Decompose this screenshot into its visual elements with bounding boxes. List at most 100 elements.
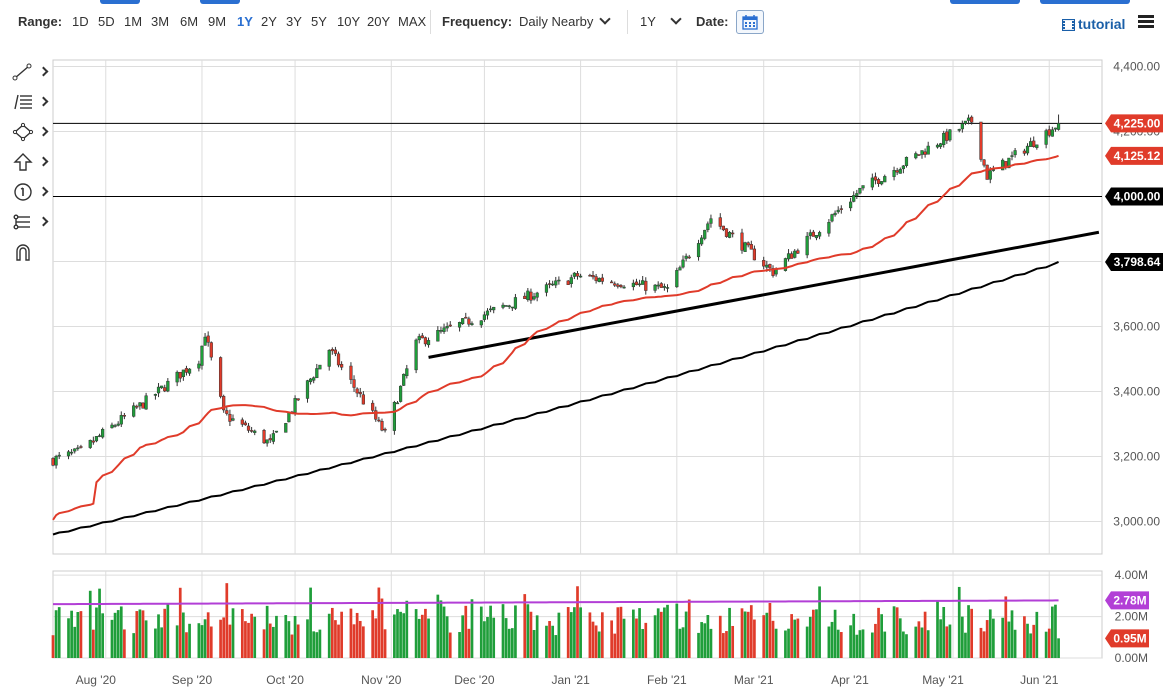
volume-bar (417, 618, 421, 658)
range-3m[interactable]: 3M (151, 14, 170, 29)
volume-tick-label: 0.00M (1115, 651, 1148, 665)
period-value: 1Y (640, 14, 656, 29)
volume-bar (939, 619, 942, 658)
candle (634, 278, 639, 286)
candle (566, 280, 570, 285)
x-axis: Aug '20 Sep '20 Oct '20 Nov '20 Dec '20 Jan '… (76, 673, 1059, 687)
volume-bar (374, 618, 378, 658)
volume-bar (514, 605, 517, 658)
candle (1050, 126, 1054, 137)
range-label: Range: (18, 14, 63, 29)
volume-bar (849, 625, 852, 658)
magnet-tool-button[interactable] (8, 240, 52, 264)
volume-bar (1023, 616, 1026, 658)
volume-bar (439, 600, 443, 658)
line-tool-button[interactable] (8, 60, 52, 84)
x-tick-label: Sep '20 (172, 673, 213, 687)
candle (417, 333, 421, 344)
date-picker-button[interactable] (736, 10, 764, 34)
volume-bar (479, 606, 483, 658)
range-9m[interactable]: 9M (208, 14, 227, 29)
candle (830, 213, 834, 223)
chart-area[interactable]: 4,400.004,200.004,000.003,800.003,600.00… (0, 44, 1170, 700)
range-1y[interactable]: 1Y (237, 14, 253, 29)
range-5y[interactable]: 5Y (311, 14, 327, 29)
candle (327, 349, 331, 371)
range-10y[interactable]: 10Y (337, 14, 361, 29)
frequency-label: Frequency: (442, 14, 513, 29)
volume-bar (619, 606, 623, 658)
volume-bar (638, 608, 641, 658)
fibonacci-tool-button[interactable] (8, 90, 52, 114)
candle (970, 115, 974, 125)
tutorial-link[interactable]: tutorial (1061, 16, 1125, 32)
volume-bar (262, 629, 266, 658)
range-6m[interactable]: 6M (180, 14, 199, 29)
range-5d[interactable]: 5D (98, 14, 115, 29)
volume-bar (272, 626, 275, 658)
candle (817, 230, 822, 240)
volume-bar (535, 615, 539, 658)
range-1m[interactable]: 1M (124, 14, 143, 29)
candle (383, 427, 387, 433)
volume-bar (579, 607, 582, 658)
y-tick-label: 3,200.00 (1113, 450, 1160, 464)
candle (101, 427, 105, 439)
candle (51, 457, 55, 467)
candle (678, 265, 682, 271)
candle (250, 426, 254, 433)
volume-bar (892, 606, 896, 658)
x-tick-label: Oct '20 (266, 673, 304, 687)
volume-bar (600, 612, 604, 658)
volume-bar (895, 607, 899, 658)
shape-tool-button[interactable] (8, 120, 52, 144)
candle (312, 376, 316, 384)
volume-bar (557, 612, 561, 658)
volume-bar (327, 613, 331, 658)
candle (240, 417, 244, 427)
volume-bar (73, 626, 77, 658)
volume-bar (135, 611, 139, 658)
calendar-icon (742, 15, 758, 30)
range-20y[interactable]: 20Y (367, 14, 391, 29)
volume-bar (510, 628, 514, 658)
support-trendline[interactable] (428, 230, 1100, 359)
candle (305, 379, 310, 403)
volume-bar (569, 612, 573, 658)
range-1d[interactable]: 1D (72, 14, 89, 29)
hamburger-menu-icon[interactable] (1138, 15, 1154, 29)
volume-bar (746, 611, 750, 658)
volume-bar (960, 616, 964, 658)
candle (461, 318, 465, 325)
range-2y[interactable]: 2Y (261, 14, 277, 29)
volume-bar (200, 625, 204, 658)
candle (659, 282, 663, 288)
frequency-select[interactable]: Daily Nearby (519, 13, 612, 29)
candles (51, 114, 1061, 469)
arrow-tool-button[interactable] (8, 150, 52, 174)
range-3y[interactable]: 3Y (286, 14, 302, 29)
candle (352, 375, 356, 392)
pattern-tool-button[interactable] (8, 210, 52, 234)
volume-bar (663, 607, 666, 658)
candle (442, 323, 446, 334)
tab-strip-left (100, 0, 140, 4)
candle (153, 393, 158, 400)
volume-bar (51, 635, 55, 658)
annotation-tool-button[interactable] (8, 180, 52, 204)
volume-bar (722, 633, 725, 658)
volume-bar (265, 605, 269, 658)
volume-bar (988, 609, 992, 658)
candle (163, 384, 167, 393)
candle (796, 248, 800, 254)
x-tick-label: May '21 (922, 673, 964, 687)
candle (91, 436, 95, 445)
volume-bar (942, 606, 946, 658)
volume-bar (101, 613, 105, 658)
volume-bar (774, 628, 778, 658)
candle (926, 141, 930, 155)
range-max[interactable]: MAX (398, 14, 427, 29)
volume-bar (330, 607, 334, 658)
volume-bar (442, 606, 446, 658)
period-select[interactable]: 1Y (640, 13, 682, 29)
